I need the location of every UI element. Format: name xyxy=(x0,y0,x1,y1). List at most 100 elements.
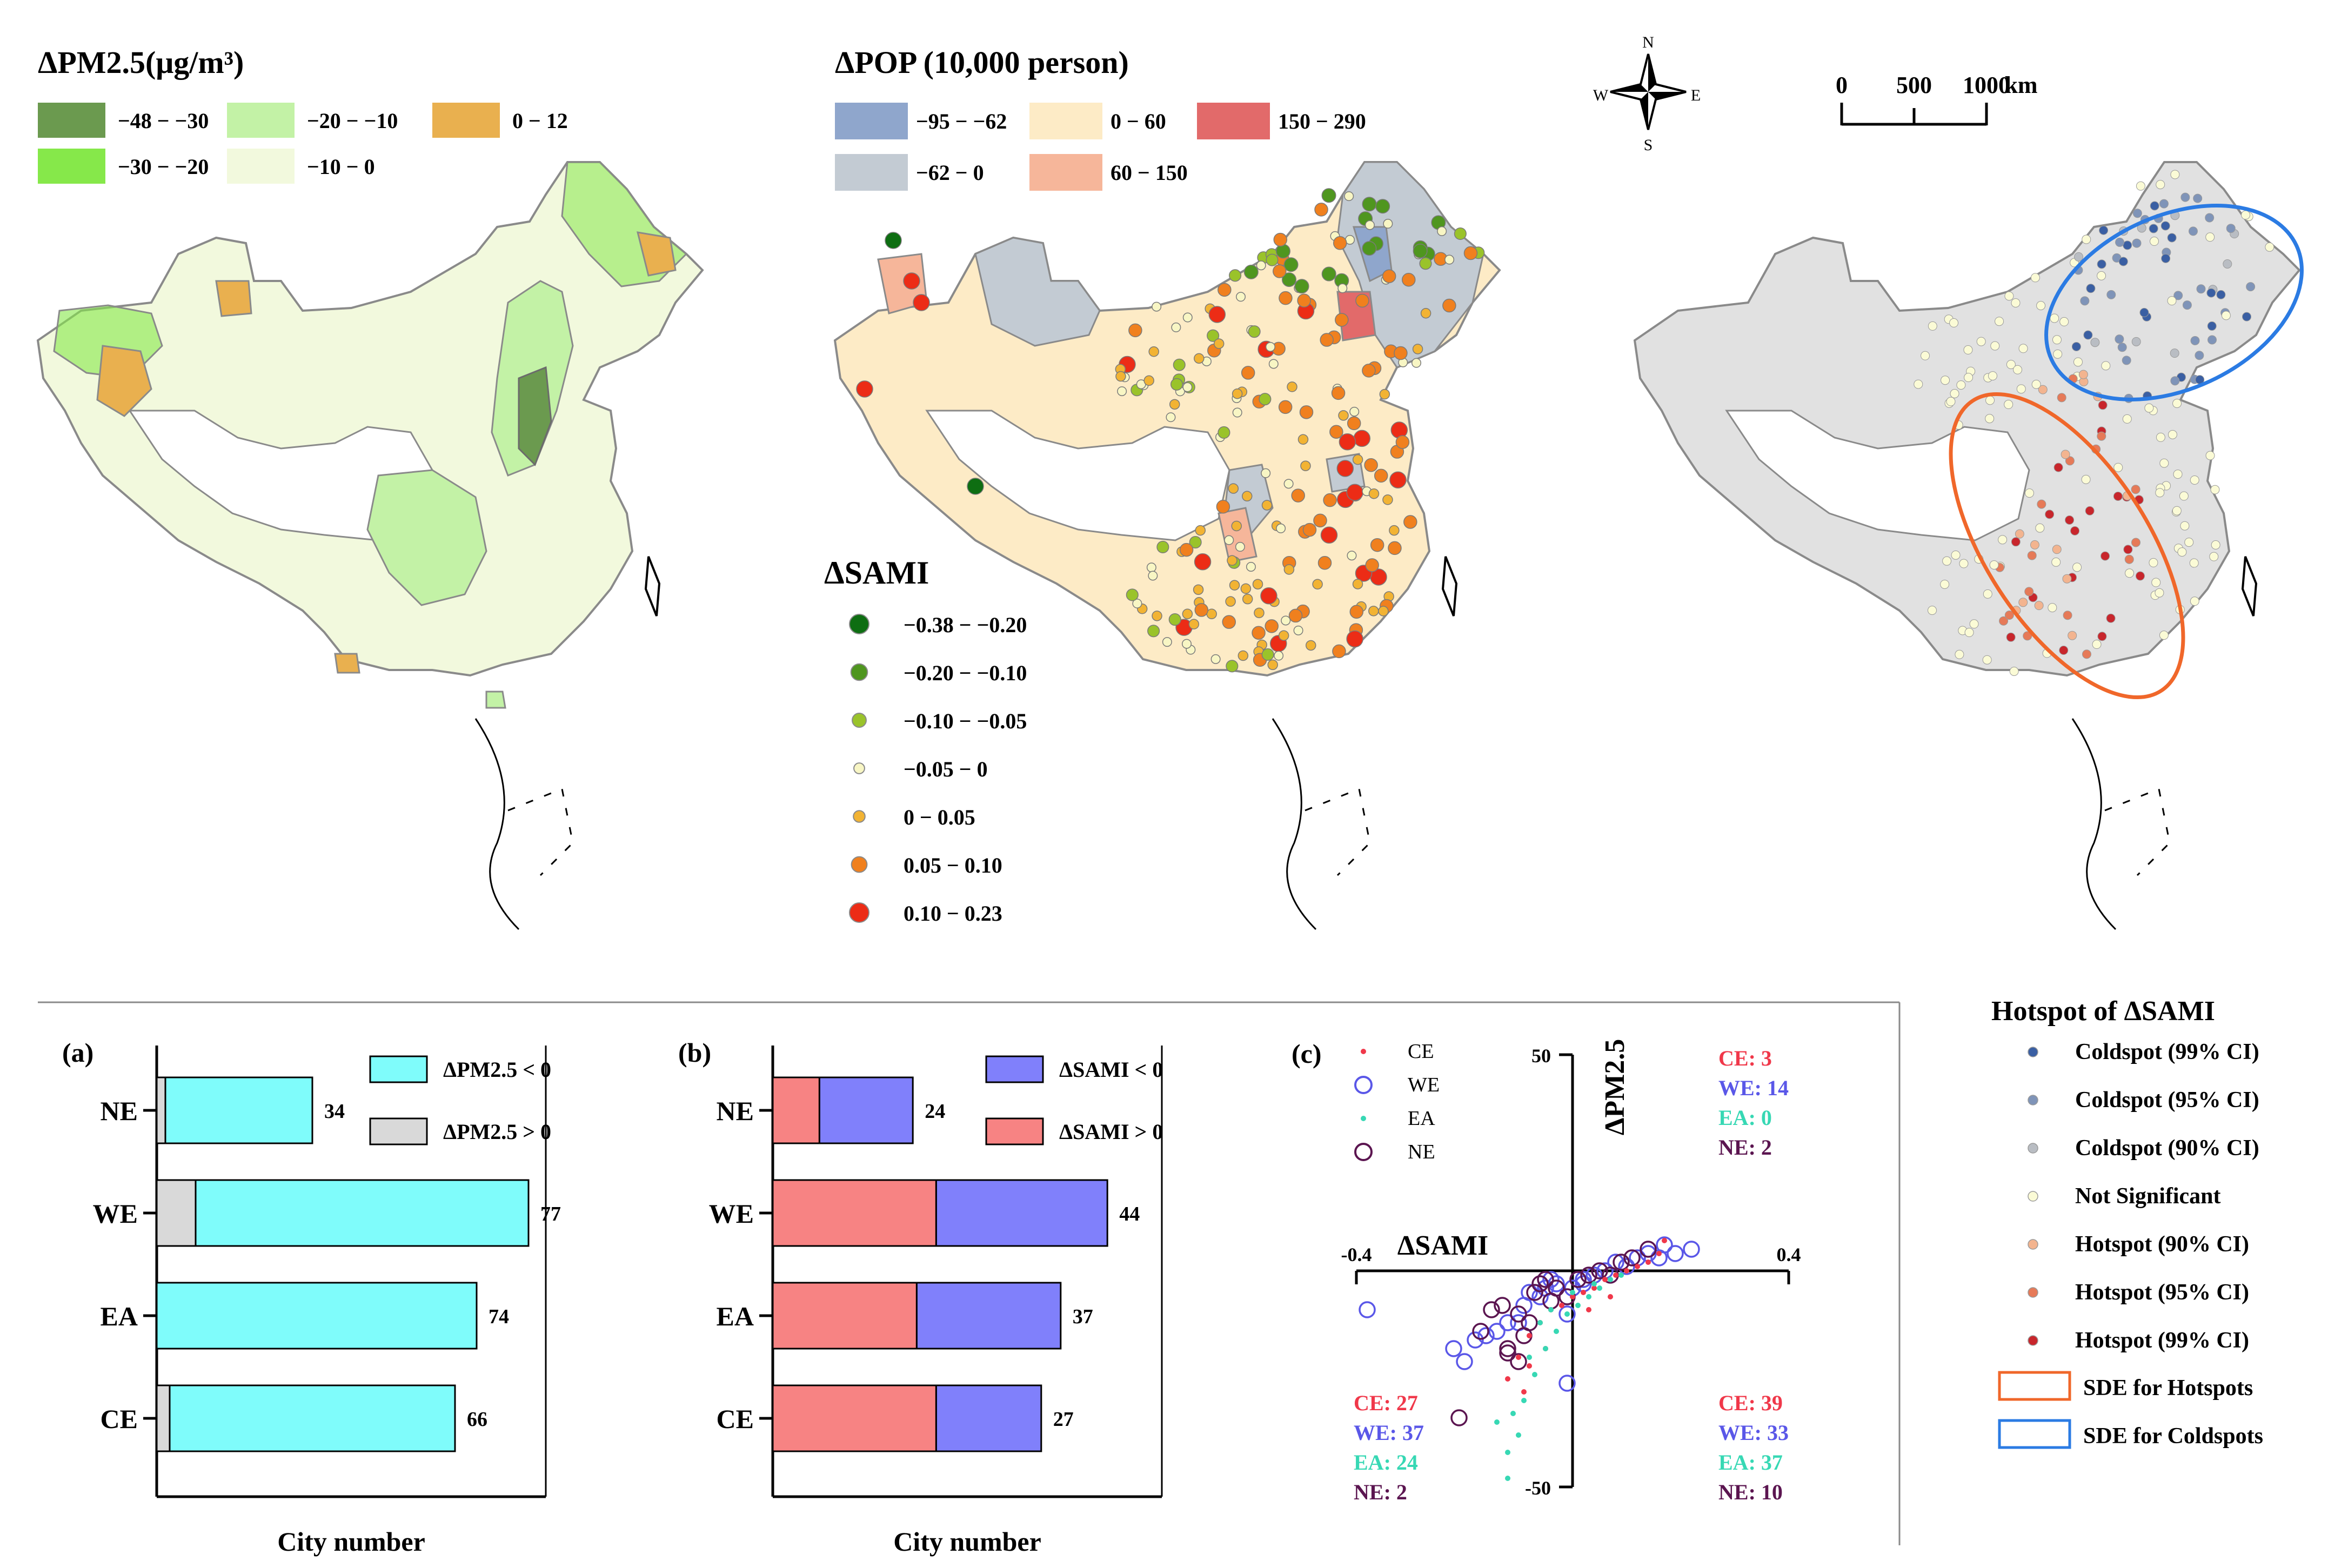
hotspot-city-dot xyxy=(2038,385,2048,394)
hotspot-legend-label: Coldspot (99% CI) xyxy=(2075,1040,2259,1064)
hotspot-city-dot xyxy=(1982,655,1992,665)
sami-city-dot xyxy=(1335,313,1349,327)
x-axis-label: ΔSAMI xyxy=(1397,1230,1488,1261)
y-tick-label: 50 xyxy=(1531,1045,1551,1067)
hotspot-city-dot xyxy=(2013,365,2023,374)
scatter-point-ne xyxy=(1537,1271,1554,1288)
bar-value-label: 77 xyxy=(540,1203,561,1225)
pop-legend-swatch xyxy=(1197,103,1270,139)
sami-city-dot xyxy=(1306,640,1316,651)
scatter-point-we xyxy=(1575,1271,1592,1288)
sami-city-dot xyxy=(1288,608,1303,623)
sami-city-dot xyxy=(1321,266,1336,282)
quadrant-count-label: CE: 39 xyxy=(1718,1391,1783,1415)
hotspot-city-dot xyxy=(2074,252,2084,262)
scatter-point-we xyxy=(1683,1241,1700,1258)
sami-city-dot xyxy=(1352,454,1363,465)
scatter-point-ne xyxy=(1499,1340,1516,1357)
scatter-legend-label: NE xyxy=(1408,1141,1435,1163)
sami-city-dot xyxy=(1173,358,1186,371)
sami-legend-dot xyxy=(850,663,868,681)
sami-city-dot xyxy=(1313,513,1327,528)
hotspot-city-dot xyxy=(2024,488,2034,498)
sami-city-dots xyxy=(856,188,1485,673)
sami-city-dot xyxy=(1242,491,1253,502)
sami-city-dot xyxy=(1297,293,1311,307)
hotspot-city-dot xyxy=(2189,558,2199,568)
hotspot-legend-dot xyxy=(2028,1095,2038,1105)
sami-city-dot xyxy=(1210,654,1221,664)
sami-city-dot xyxy=(1388,541,1402,555)
sami-city-dot xyxy=(1169,399,1180,410)
hotspot-city-dot xyxy=(2082,234,2091,244)
sami-city-dot xyxy=(1291,488,1305,502)
bar-chart-a: (a)City numberNE234WE977EA74CE366ΔPM2.5 … xyxy=(62,1037,561,1557)
scatter-point-ne xyxy=(1569,1271,1587,1288)
scatter-point-ne xyxy=(1580,1267,1597,1284)
hotspot-city-dot xyxy=(2139,307,2149,317)
scatter-point-ce xyxy=(1645,1259,1651,1265)
bar-value-label: 34 xyxy=(324,1100,345,1123)
sami-city-dot xyxy=(1338,410,1349,421)
hotspot-city-dot xyxy=(2135,571,2145,581)
hotspot-city-dot xyxy=(2170,376,2180,386)
hotspot-city-dot xyxy=(2223,259,2232,269)
pm25-legend-swatch xyxy=(432,103,500,138)
legend-label: ΔSAMI < 0 xyxy=(1059,1057,1163,1082)
sami-legend-dot xyxy=(849,902,869,923)
hotspot-city-dot xyxy=(2086,284,2096,293)
hotspot-legend-label: Coldspot (95% CI) xyxy=(2075,1088,2259,1113)
hotspot-city-dot xyxy=(2018,344,2028,353)
hotspot-city-dot xyxy=(2160,221,2170,231)
sami-city-dot xyxy=(1382,269,1396,283)
china-map-pm25 xyxy=(36,161,704,930)
legend-label: ΔPM2.5 < 0 xyxy=(443,1057,551,1082)
pm25-legend-label: −48 − −30 xyxy=(118,109,209,133)
sami-city-dot xyxy=(1261,648,1274,661)
hotspot-city-dots xyxy=(1914,170,2275,676)
hotspot-city-dot xyxy=(2011,298,2021,308)
scatter-point-ne xyxy=(1591,1262,1608,1279)
sami-city-dot xyxy=(1362,364,1376,378)
scatter-point-ea xyxy=(1505,1450,1510,1455)
scatter-point-ea xyxy=(1591,1281,1597,1286)
quadrant-count-label: CE: 27 xyxy=(1354,1391,1418,1415)
scatter-point-ce xyxy=(1608,1294,1613,1299)
pop-legend-label: 0 − 60 xyxy=(1111,109,1166,133)
sami-city-dot xyxy=(1368,488,1380,499)
hotspot-city-dot xyxy=(2083,330,2093,340)
hotspot-city-dot xyxy=(1928,321,1937,331)
legend-swatch xyxy=(369,1055,428,1083)
hotspot-city-dot xyxy=(2052,545,2062,554)
category-label: NE xyxy=(717,1096,754,1126)
sami-city-dot xyxy=(1281,615,1291,626)
scatter-point-we xyxy=(1477,1327,1495,1344)
quadrant-count-label: EA: 0 xyxy=(1718,1105,1772,1130)
hotspot-city-dot xyxy=(2156,180,2165,190)
sami-city-dot xyxy=(1267,659,1278,671)
sami-city-dot xyxy=(1171,322,1181,332)
pm25-map-panel: ΔPM2.5(μg/m³) −48 − −30 −30 − −20 −20 − −1… xyxy=(36,45,704,930)
hotspot-city-dot xyxy=(2097,431,2106,441)
scatter-point-we xyxy=(1667,1245,1684,1262)
hotspot-city-dot xyxy=(2155,488,2165,498)
pop-legend-label: 60 − 150 xyxy=(1111,160,1188,185)
sami-city-dot xyxy=(1368,606,1379,617)
hotspot-city-dot xyxy=(2037,499,2046,509)
hotspot-city-dot xyxy=(2016,384,2026,394)
hotspot-city-dot xyxy=(1951,550,1961,560)
scatter-legend-marker xyxy=(1361,1116,1366,1121)
compass-e: E xyxy=(1691,86,1701,104)
pm25-map-legend: −48 − −30 −30 − −20 −20 − −10 −10 − 0 0 − 12 xyxy=(38,103,568,184)
sami-city-dot xyxy=(1378,606,1389,617)
sami-city-dot xyxy=(1179,542,1194,557)
sami-city-dot xyxy=(1132,598,1142,608)
hotspot-city-dot xyxy=(2144,403,2154,413)
sami-city-dot xyxy=(1259,393,1272,406)
hotspot-city-dot xyxy=(1928,606,1937,615)
scatter-legend-label: CE xyxy=(1408,1040,1434,1063)
hotspot-city-dot xyxy=(2190,475,2199,485)
hotspot-city-dot xyxy=(1950,388,1959,398)
hotspot-city-dot xyxy=(2018,598,2028,607)
